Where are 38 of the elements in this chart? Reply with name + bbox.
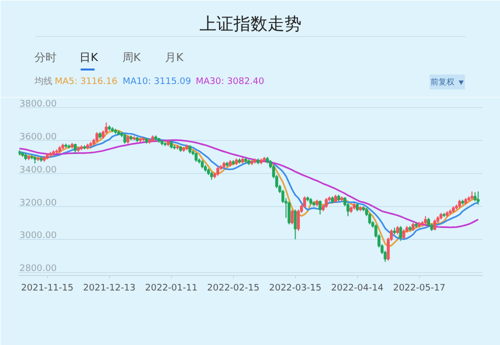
x-tick-label: 2022-03-15 — [269, 284, 322, 294]
x-tick-label: 2022-01-11 — [145, 284, 198, 294]
text: 周K — [122, 51, 142, 64]
candlestick — [324, 198, 328, 208]
x-tick-label: 2021-11-15 — [21, 284, 74, 294]
y-tick-label: 3000.00 — [20, 231, 57, 242]
legend-title: 均线 — [33, 76, 52, 87]
text: 月K — [165, 51, 184, 64]
y-tick-label: 3800.00 — [20, 99, 57, 110]
candlestick — [123, 133, 126, 144]
text: 日K — [80, 51, 99, 64]
candlestick — [427, 217, 430, 228]
candlestick — [194, 152, 198, 162]
candlestick — [104, 122, 108, 134]
candlestick — [216, 166, 220, 176]
text: 前复权 — [430, 78, 455, 86]
x-tick-label: 2022-05-17 — [393, 284, 446, 294]
candlestick — [399, 226, 402, 242]
y-tick-label: 3200.00 — [20, 198, 57, 208]
line-series — [18, 139, 479, 228]
text: 分时 — [34, 51, 56, 64]
chart-title: 上证指数走势 — [200, 14, 302, 34]
x-tick-label: 2022-04-14 — [331, 284, 384, 294]
candlestick — [368, 212, 372, 225]
text: MA30: 3082.40 — [196, 77, 265, 87]
candlestick — [290, 209, 294, 225]
candlestick — [288, 200, 291, 225]
candlestick — [474, 192, 477, 202]
candlestick — [318, 200, 322, 216]
x-tick-label: 2021-12-13 — [83, 284, 136, 294]
text: MA10: 3115.09 — [122, 77, 192, 87]
y-tick-label: 3400.00 — [20, 165, 57, 176]
candlestick — [95, 132, 98, 142]
text: MA5: 3116.16 — [54, 77, 118, 87]
y-tick-label: 3600.00 — [20, 132, 57, 142]
candlestick — [476, 190, 480, 206]
y-tick-label: 2800.00 — [20, 264, 57, 274]
x-tick-label: 2022-02-15 — [207, 284, 260, 294]
